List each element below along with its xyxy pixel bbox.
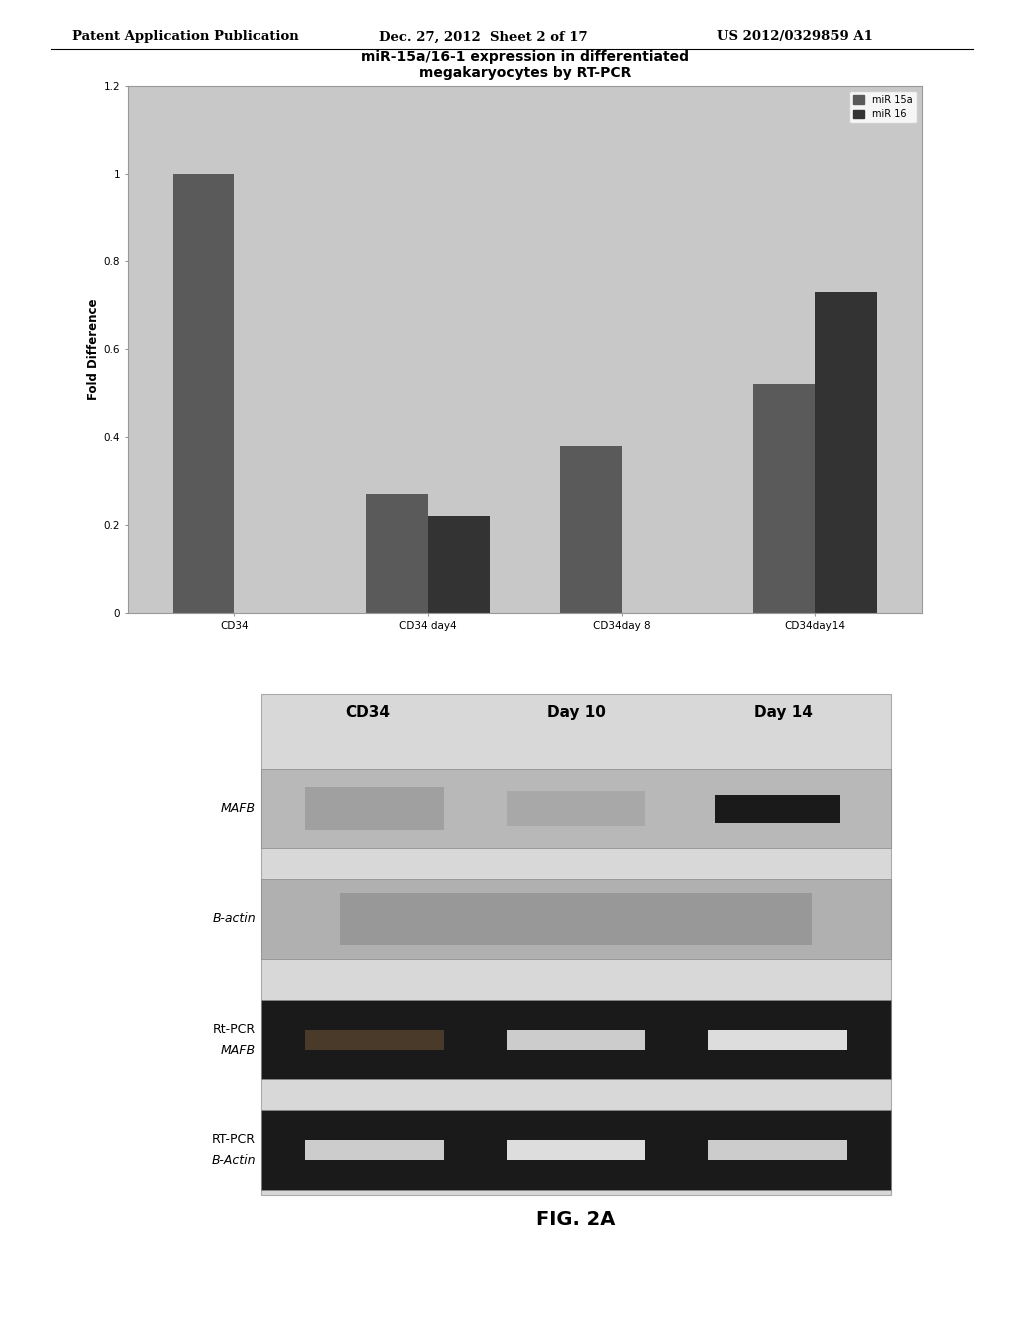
Title: miR-15a/16-1 expression in differentiated
megakaryocytes by RT-PCR: miR-15a/16-1 expression in differentiate… [360,50,689,81]
Text: Rt-PCR: Rt-PCR [213,1023,256,1036]
Legend: miR 15a, miR 16: miR 15a, miR 16 [849,91,916,123]
Text: B-Actin: B-Actin [212,1154,256,1167]
Bar [367,494,428,612]
Text: FIG. 1D: FIG. 1D [484,704,565,722]
Bar [428,516,489,612]
Text: Dec. 27, 2012  Sheet 2 of 17: Dec. 27, 2012 Sheet 2 of 17 [379,30,588,44]
Bar [172,174,234,612]
Text: RT-PCR: RT-PCR [212,1133,256,1146]
Y-axis label: Fold Difference: Fold Difference [87,298,99,400]
Bar [560,446,622,612]
Text: MAFB: MAFB [221,1044,256,1057]
Text: B-actin: B-actin [212,912,256,925]
Text: CD34: CD34 [346,705,391,719]
Text: Patent Application Publication: Patent Application Publication [72,30,298,44]
Text: US 2012/0329859 A1: US 2012/0329859 A1 [717,30,872,44]
Text: Day 14: Day 14 [755,705,813,719]
Bar [815,292,878,612]
Bar [754,384,815,612]
Text: Day 10: Day 10 [547,705,605,719]
Text: MAFB: MAFB [221,803,256,816]
Text: FIG. 2A: FIG. 2A [537,1210,615,1229]
